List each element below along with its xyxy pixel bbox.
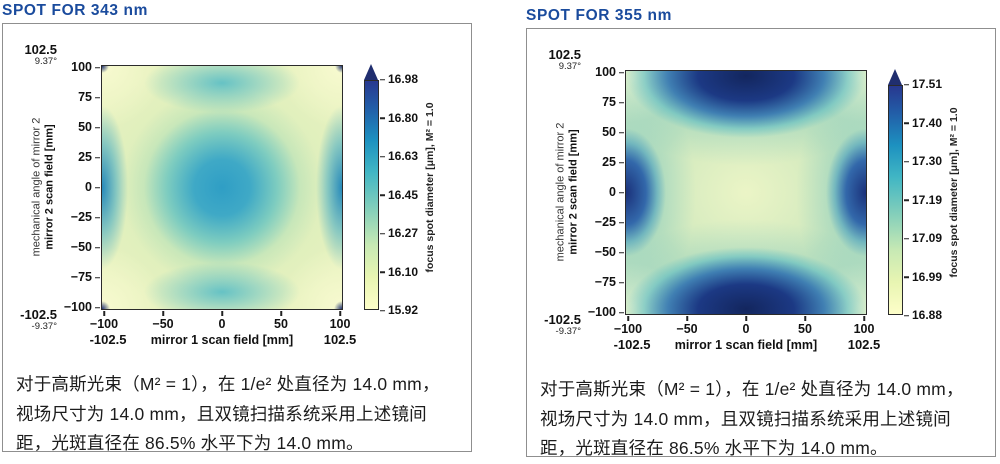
y-axis-ticks: 100 75 50 25 0 −25 −50 −75 −100 (568, 66, 624, 319)
axis-annotation-top-left: 102.5 9.37° (9, 43, 57, 67)
y-tick-label: −25 (595, 216, 624, 229)
colorbar-tick-label: 16.45 (380, 188, 418, 202)
x-axis-label: mirror 1 scan field [mm] (674, 338, 818, 352)
y-tick-label: −50 (71, 241, 100, 254)
caption-line: 距，光斑直径在 86.5% 水平下为 14.0 mm。 (16, 433, 364, 453)
page-title: SPOT FOR 343 nm (2, 2, 148, 19)
colorbar (888, 85, 903, 315)
panel-frame: 102.5 9.37° -102.5 -9.37° mechanical ang… (2, 23, 472, 453)
y-tick-label: −50 (595, 246, 624, 259)
colorbar-label: focus spot diameter [μm], M² = 1.0 (948, 107, 960, 278)
y-tick-label: 0 (85, 181, 100, 194)
x-tick-label: 50 (781, 322, 829, 336)
y-tick-label: 100 (71, 61, 100, 74)
x-max-annotation: 102.5 (323, 332, 357, 347)
y-tick-label: −25 (71, 211, 100, 224)
colorbar-tick-label: 16.80 (380, 111, 418, 125)
caption-line: 距，光斑直径在 86.5% 水平下为 14.0 mm。 (540, 438, 888, 458)
x-tick-label: 100 (840, 322, 888, 336)
y-axis-label-line1: mechanical angle of mirror 2 (30, 117, 43, 257)
colorbar (364, 80, 379, 310)
colorbar-extend-arrow-icon (364, 64, 378, 80)
x-tick-label: −100 (80, 317, 128, 331)
panel-frame: 102.5 9.37° -102.5 -9.37° mechanical ang… (526, 28, 996, 458)
y-tick-label: 75 (602, 96, 624, 109)
y-tick-label: −100 (588, 306, 624, 319)
y-tick-label: 25 (78, 151, 100, 164)
y-tick-label: 50 (602, 126, 624, 139)
x-axis-ticks: −100 −50 0 50 100 (80, 317, 364, 331)
x-tick-label: 100 (316, 317, 364, 331)
x-tick-label: 0 (198, 317, 246, 331)
annotation-mm: 102.5 (548, 47, 581, 62)
caption-line: 对于高斯光束（M² = 1），在 1/e² 处直径为 14.0 mm， (16, 374, 440, 394)
panel-355nm: SPOT FOR 355 nm 102.5 9.37° -102.5 -9.37… (526, 7, 996, 459)
heatmap-image-343nm (101, 65, 343, 310)
x-min-annotation: -102.5 (89, 332, 127, 347)
y-tick-label: 100 (595, 66, 624, 79)
colorbar-tick-label: 17.40 (904, 116, 942, 130)
colorbar-tick-label: 16.99 (904, 270, 942, 284)
axis-annotation-top-left: 102.5 9.37° (533, 48, 581, 72)
colorbar-extend-arrow-icon (888, 69, 902, 85)
colorbar-ticks: 17.51 17.40 17.30 17.19 17.09 16.99 16.88 (904, 78, 950, 322)
caption-line: 视场尺寸为 14.0 mm，且双镜扫描系统采用上述镜间 (16, 403, 427, 424)
colorbar-tick-label: 16.88 (904, 309, 942, 322)
x-max-annotation: 102.5 (847, 337, 881, 352)
x-tick-label: 50 (257, 317, 305, 331)
x-tick-label: −50 (663, 322, 711, 336)
colorbar-tick-label: 17.30 (904, 155, 942, 168)
caption-text: 对于高斯光束（M² = 1），在 1/e² 处直径为 14.0 mm， 视场尺寸… (3, 362, 471, 459)
y-tick-label: −100 (64, 301, 100, 314)
x-axis-label: mirror 1 scan field [mm] (150, 333, 294, 347)
x-tick-label: 0 (722, 322, 770, 336)
y-tick-label: 0 (609, 186, 624, 199)
y-tick-label: 50 (78, 121, 100, 134)
y-tick-label: 25 (602, 156, 624, 169)
spot-heatmap-plot-343: 102.5 9.37° -102.5 -9.37° mechanical ang… (3, 24, 471, 362)
x-min-annotation: -102.5 (613, 337, 651, 352)
y-tick-label: 75 (78, 91, 100, 104)
axis-annotation-bottom-left: -102.5 -9.37° (533, 313, 581, 337)
colorbar-tick-label: 17.51 (904, 78, 942, 91)
colorbar-tick-label: 16.63 (380, 150, 418, 163)
annotation-deg: 9.37° (558, 61, 581, 72)
x-axis-ticks: −100 −50 0 50 100 (604, 322, 888, 336)
colorbar-tick-label: 16.98 (380, 73, 418, 86)
caption-line: 视场尺寸为 14.0 mm，且双镜扫描系统采用上述镜间 (540, 408, 951, 429)
y-tick-label: −75 (71, 271, 100, 284)
annotation-mm: 102.5 (24, 42, 57, 57)
y-axis-label-line1: mechanical angle of mirror 2 (554, 122, 567, 262)
colorbar-tick-label: 15.92 (380, 304, 418, 317)
caption-text: 对于高斯光束（M² = 1），在 1/e² 处直径为 14.0 mm， 视场尺寸… (527, 367, 995, 464)
annotation-deg: 9.37° (34, 56, 57, 67)
colorbar-tick-label: 16.27 (380, 227, 418, 240)
annotation-deg: -9.37° (555, 326, 581, 337)
x-tick-label: −50 (139, 317, 187, 331)
axis-annotation-bottom-left: -102.5 -9.37° (9, 308, 57, 332)
y-axis-ticks: 100 75 50 25 0 −25 −50 −75 −100 (44, 61, 100, 314)
colorbar-tick-label: 17.09 (904, 232, 942, 245)
colorbar-ticks: 16.98 16.80 16.63 16.45 16.27 16.10 15.92 (380, 73, 426, 317)
spot-heatmap-plot-355: 102.5 9.37° -102.5 -9.37° mechanical ang… (527, 29, 995, 367)
heatmap-image-355nm (625, 70, 867, 315)
page-title: SPOT FOR 355 nm (526, 7, 672, 24)
annotation-deg: -9.37° (31, 321, 57, 332)
annotation-mm: -102.5 (544, 312, 581, 327)
x-tick-label: −100 (604, 322, 652, 336)
y-tick-label: −75 (595, 276, 624, 289)
colorbar-tick-label: 16.10 (380, 265, 418, 279)
caption-line: 对于高斯光束（M² = 1），在 1/e² 处直径为 14.0 mm， (540, 379, 964, 399)
colorbar-tick-label: 17.19 (904, 193, 942, 207)
colorbar-label: focus spot diameter [μm], M² = 1.0 (424, 102, 436, 273)
panel-343nm: SPOT FOR 343 nm 102.5 9.37° -102.5 -9.37… (2, 2, 472, 459)
annotation-mm: -102.5 (20, 307, 57, 322)
